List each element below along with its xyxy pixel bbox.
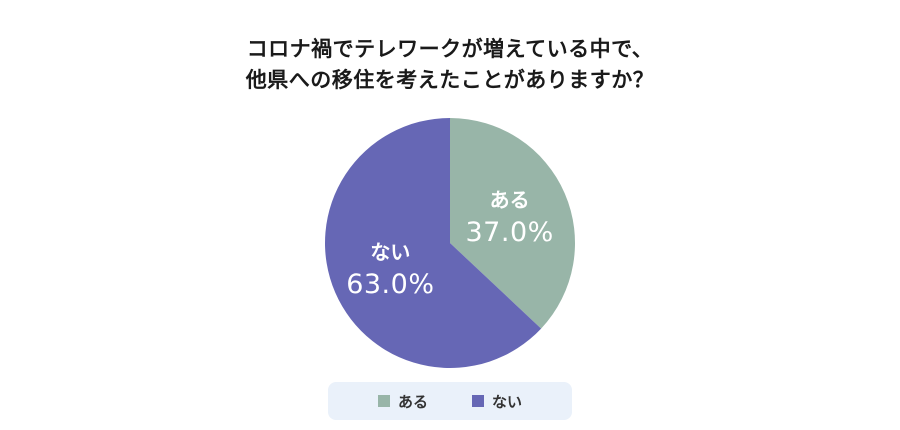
chart-title-line-2: 他県への移住を考えたことがありますか？ (245, 68, 655, 92)
legend-label-aru: ある (397, 392, 428, 411)
chart-legend: ある ない (328, 382, 572, 420)
pie-slice-nai (325, 118, 542, 368)
legend-item-aru: ある (377, 391, 428, 412)
chart-title-line-1: コロナ禍でテレワークが増えている中で、 (246, 37, 654, 61)
slice-value-label-aru: 37.0% (466, 217, 554, 248)
slice-value-label-nai: 63.0% (346, 269, 434, 300)
chart-title: コロナ禍でテレワークが増えている中で、 他県への移住を考えたことがありますか？ (0, 34, 900, 96)
legend-item-nai: ない (472, 391, 522, 412)
legend-swatch-aru (377, 395, 390, 407)
slice-name-label-nai: ない (370, 240, 410, 264)
pie-slice-aru (450, 118, 576, 329)
legend-label-nai: ない (492, 392, 523, 411)
legend-swatch-nai (472, 395, 484, 407)
slice-name-label-aru: ある (490, 188, 530, 212)
